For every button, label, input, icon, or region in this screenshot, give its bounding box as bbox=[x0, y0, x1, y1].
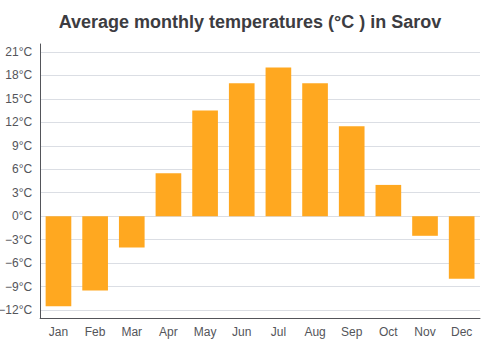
svg-text:Aug: Aug bbox=[304, 325, 325, 339]
svg-text:6°C: 6°C bbox=[12, 162, 32, 176]
svg-text:Jan: Jan bbox=[49, 325, 68, 339]
svg-text:0°C: 0°C bbox=[12, 209, 32, 223]
svg-text:Nov: Nov bbox=[414, 325, 435, 339]
svg-text:May: May bbox=[194, 325, 217, 339]
svg-text:12°C: 12°C bbox=[5, 115, 32, 129]
svg-text:21°C: 21°C bbox=[5, 45, 32, 59]
svg-text:Dec: Dec bbox=[451, 325, 472, 339]
svg-text:Apr: Apr bbox=[159, 325, 178, 339]
svg-text:Oct: Oct bbox=[379, 325, 398, 339]
svg-text:Average monthly temperatures (: Average monthly temperatures (°C ) in Sa… bbox=[59, 12, 442, 32]
svg-text:Jun: Jun bbox=[232, 325, 251, 339]
svg-text:Sep: Sep bbox=[341, 325, 363, 339]
svg-text:9°C: 9°C bbox=[12, 139, 32, 153]
svg-text:−6°C: −6°C bbox=[5, 256, 32, 270]
svg-text:−12°C: −12°C bbox=[0, 303, 32, 317]
svg-text:Jul: Jul bbox=[271, 325, 286, 339]
svg-text:Mar: Mar bbox=[121, 325, 142, 339]
svg-text:15°C: 15°C bbox=[5, 92, 32, 106]
svg-text:3°C: 3°C bbox=[12, 186, 32, 200]
svg-text:−3°C: −3°C bbox=[5, 233, 32, 247]
svg-text:Feb: Feb bbox=[85, 325, 106, 339]
svg-text:18°C: 18°C bbox=[5, 68, 32, 82]
svg-text:−9°C: −9°C bbox=[5, 280, 32, 294]
